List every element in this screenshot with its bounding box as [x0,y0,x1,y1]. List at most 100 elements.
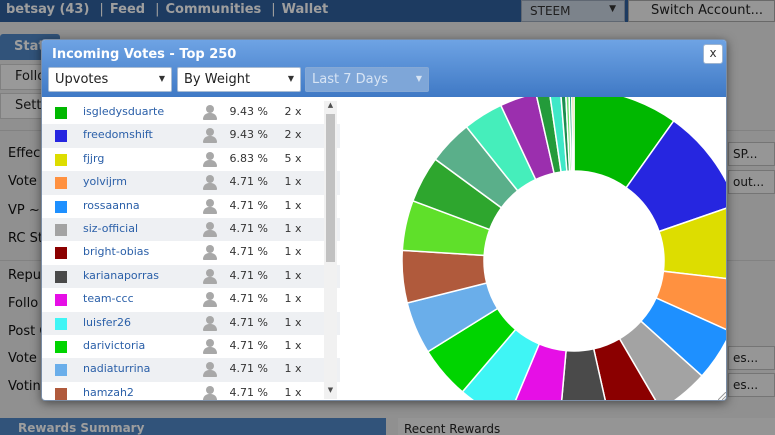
voter-row: luisfer26 4.71 % 1 x [42,311,340,335]
vote-count: 1 x [284,362,302,376]
user-icon [202,198,218,214]
vote-percent: 6.83 % [229,151,268,165]
color-swatch [55,224,67,236]
voter-name-link[interactable]: luisfer26 [83,315,131,329]
vote-count: 2 x [284,128,302,142]
vote-percent: 9.43 % [229,128,268,142]
color-swatch [55,341,67,353]
voter-name-link[interactable]: hamzah2 [83,385,134,399]
vote-percent: 4.71 % [229,292,268,306]
vote-percent: 9.43 % [229,105,268,118]
vote-count: 1 x [284,292,302,306]
close-button[interactable]: x [703,44,723,64]
vote-percent: 4.71 % [229,245,268,259]
top-nav: betsay (43) | Feed | Communities | Wallet [6,2,329,17]
voter-name-link[interactable]: isgledysduarte [83,105,165,118]
stat-label: Post C [8,324,42,339]
user-icon [202,385,218,400]
switch-account-button[interactable]: Switch Account... [628,0,775,22]
rewards-summary-header: Rewards Summary [0,418,386,435]
sort-value: By Weight [184,72,251,87]
vote-donut-chart [340,97,727,400]
stat-label: Reput [8,268,42,283]
voter-name-link[interactable]: karianaporras [83,268,159,282]
user-icon [202,151,218,167]
vote-percent: 4.71 % [229,339,268,352]
voter-row: nadiaturrina 4.71 % 1 x [42,358,340,382]
resize-grip-icon[interactable] [718,392,726,400]
vote-count: 1 x [284,268,302,282]
user-icon [202,245,218,261]
vote-type-select[interactable]: Upvotes ▼ [48,67,172,92]
scroll-thumb[interactable] [326,114,335,262]
modal-header: Incoming Votes - Top 250 x Upvotes ▼ By … [42,40,726,97]
incoming-votes-modal: Incoming Votes - Top 250 x Upvotes ▼ By … [41,39,727,401]
voter-name-link[interactable]: team-ccc [83,292,134,306]
settings-button[interactable]: Setti [0,93,48,119]
account-link[interactable]: betsay (43) [6,2,90,17]
donut-slice[interactable] [571,97,575,172]
chain-select[interactable]: STEEM ▼ [521,0,625,22]
period-select: Last 7 Days ▼ [305,67,429,92]
chevron-down-icon: ▼ [287,74,294,83]
vote-percent: 4.71 % [229,198,268,212]
stat-label: Votin [8,379,41,394]
voter-row: yolvijrm 4.71 % 1 x [42,171,340,195]
stat-action-button[interactable]: es... [728,373,775,397]
stat-action-button[interactable]: out... [728,170,775,194]
voter-row: freedomshift 9.43 % 2 x [42,124,340,148]
list-scrollbar[interactable]: ▲ ▼ [324,101,337,399]
user-icon [202,222,218,237]
nav-feed[interactable]: Feed [109,2,146,17]
donut-slice[interactable] [625,119,727,233]
color-swatch [55,387,67,400]
user-icon [202,105,218,120]
stat-action-button[interactable]: SP... [728,142,775,166]
sort-select[interactable]: By Weight ▼ [177,67,301,92]
chevron-down-icon: ▼ [158,74,165,83]
color-swatch [55,364,67,377]
color-swatch [55,270,67,283]
vote-count: 1 x [284,315,302,329]
voter-name-link[interactable]: darivictoria [83,339,146,352]
user-icon [202,315,218,331]
vote-percent: 4.71 % [229,315,268,329]
chevron-down-icon: ▼ [609,4,616,14]
voter-name-link[interactable]: freedomshift [83,128,153,142]
voter-name-link[interactable]: bright-obias [83,245,150,259]
stat-label: Effec [8,146,41,161]
color-swatch [55,177,67,190]
voter-name-link[interactable]: nadiaturrina [83,362,151,376]
voter-name-link[interactable]: siz-official [83,222,138,235]
voter-name-link[interactable]: rossaanna [83,198,140,212]
user-icon [202,175,218,191]
voter-row: siz-official 4.71 % 1 x [42,218,340,242]
color-swatch [55,107,67,119]
stat-action-button[interactable]: es... [728,346,775,370]
chevron-down-icon: ▼ [415,74,422,83]
scroll-up-icon[interactable]: ▲ [327,101,334,109]
vote-percent: 4.71 % [229,175,268,189]
vote-count: 1 x [284,222,302,235]
nav-communities[interactable]: Communities [165,2,262,17]
voter-row: rossaanna 4.71 % 1 x [42,195,340,218]
user-icon [202,339,218,354]
period-value: Last 7 Days [312,72,389,87]
voter-name-link[interactable]: yolvijrm [83,175,127,189]
vote-count: 5 x [284,151,302,165]
chain-select-value: STEEM [530,4,571,18]
scroll-down-icon[interactable]: ▼ [327,386,334,394]
stat-label: RC St [8,231,42,246]
vote-count: 2 x [284,105,302,118]
color-swatch [55,294,67,307]
modal-title: Incoming Votes - Top 250 [52,47,237,62]
color-swatch [55,317,67,330]
nav-wallet[interactable]: Wallet [281,2,329,17]
color-swatch [55,200,67,213]
vote-count: 1 x [284,385,302,399]
user-icon [202,362,218,378]
voter-name-link[interactable]: fjjrg [83,151,105,165]
vote-count: 1 x [284,339,302,352]
vote-count: 1 x [284,198,302,212]
donut-slice[interactable] [658,205,727,281]
